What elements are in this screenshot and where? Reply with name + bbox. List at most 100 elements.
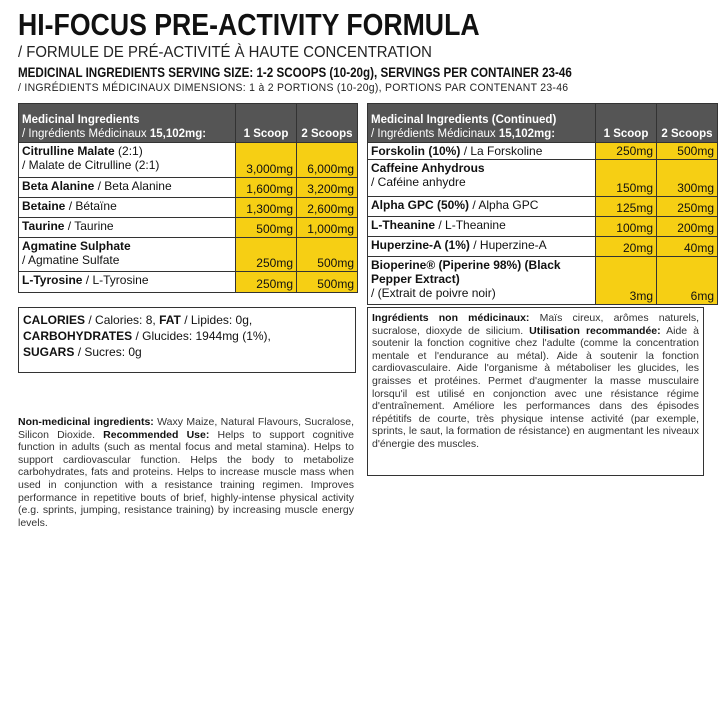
dose-1-scoop: 250mg	[235, 271, 297, 293]
header-cell: Medicinal Ingredients / Ingrédients Médi…	[18, 103, 236, 143]
dose-2-scoops: 6mg	[656, 256, 718, 305]
serving: MEDICINAL INGREDIENTS SERVING SIZE: 1-2 …	[18, 64, 572, 80]
title: HI-FOCUS PRE-ACTIVITY FORMULA	[18, 7, 480, 42]
nutrition-label: SUGARS	[23, 345, 75, 359]
header-row: Medicinal Ingredients (Continued) / Ingr…	[367, 103, 718, 143]
name: Bioperine® (Piperine 98%) (Black Pepper …	[371, 258, 561, 286]
heading-fr: / Ingrédients Médicinaux	[371, 128, 496, 140]
ingredient-name: Alpha GPC (50%) / Alpha GPC	[367, 196, 596, 217]
label: Non-medicinal ingredients:	[18, 416, 154, 428]
dose-1-scoop: 250mg	[595, 142, 657, 160]
dose-2-scoops: 1,000mg	[296, 217, 358, 238]
name-fr: / Malate de Citrulline (2:1)	[22, 158, 160, 172]
heading: Medicinal Ingredients	[22, 114, 140, 126]
ingredient-name: Beta Alanine / Beta Alanine	[18, 177, 236, 198]
ingredient-name: Bioperine® (Piperine 98%) (Black Pepper …	[367, 256, 596, 305]
ingredient-row: Betaine / Bétaïne 1,300mg 2,600mg	[18, 197, 358, 218]
dose-1-scoop: 1,300mg	[235, 197, 297, 218]
dose-1-scoop: 150mg	[595, 159, 657, 197]
header-row: Medicinal Ingredients / Ingrédients Médi…	[18, 103, 358, 143]
dose-2-scoops: 500mg	[296, 237, 358, 272]
name: Betaine	[22, 199, 66, 213]
name: Agmatine Sulphate	[22, 239, 131, 253]
ingredient-name: Caffeine Anhydrous / Caféine anhydre	[367, 159, 596, 197]
dose-1-scoop: 20mg	[595, 236, 657, 257]
nutrition-value: / Glucides: 1944mg (1%),	[135, 329, 271, 343]
name-fr: / Bétaïne	[68, 199, 117, 213]
name: Alpha GPC (50%)	[371, 198, 470, 212]
name-fr: / Caféine anhydre	[371, 175, 466, 189]
name-fr: / Alpha GPC	[472, 198, 539, 212]
name-fr: / La Forskoline	[463, 144, 543, 158]
ingredient-name: L-Theanine / L-Theanine	[367, 216, 596, 237]
text: Maïs cireux, arômes naturels, sucralose,…	[372, 312, 700, 337]
name-fr: / Taurine	[67, 219, 114, 233]
column-header: 1 Scoop	[235, 103, 297, 143]
nutrition-label: CARBOHYDRATES	[23, 329, 133, 343]
nutrition-value: / Sucres: 0g	[77, 345, 142, 359]
text: Aide à soutenir la fonction cognitive ch…	[372, 324, 699, 450]
ingredient-row: L-Tyrosine / L-Tyrosine 250mg 500mg	[18, 271, 358, 293]
text: Helps to support cognitive function in a…	[18, 428, 354, 529]
total: 15,102mg:	[149, 128, 207, 140]
column-header: 2 Scoops	[656, 103, 718, 143]
nutrition-line: CALORIES / Calories: 8, FAT / Lipides: 0…	[23, 312, 351, 328]
dose-2-scoops: 2,600mg	[296, 197, 358, 218]
name: Forskolin (10%)	[371, 144, 461, 158]
ingredient-name: L-Tyrosine / L-Tyrosine	[18, 271, 236, 293]
name-fr: / (Extrait de poivre noir)	[371, 286, 496, 300]
heading-fr: / Ingrédients Médicinaux	[22, 128, 147, 140]
dose-1-scoop: 100mg	[595, 216, 657, 237]
ingredient-row: Beta Alanine / Beta Alanine 1,600mg 3,200…	[18, 177, 358, 198]
name: Citrulline Malate	[22, 144, 115, 158]
dose-1-scoop: 3mg	[595, 256, 657, 305]
dose-1-scoop: 125mg	[595, 196, 657, 217]
dose-2-scoops: 40mg	[656, 236, 718, 257]
dose-2-scoops: 500mg	[656, 142, 718, 160]
dose-2-scoops: 500mg	[296, 271, 358, 293]
label: Utilisation recommandée:	[529, 324, 661, 337]
ingredient-row: Agmatine Sulphate / Agmatine Sulfate 250…	[18, 237, 358, 272]
dose-1-scoop: 1,600mg	[235, 177, 297, 198]
name-note: (2:1)	[118, 144, 143, 158]
ingredient-row: L-Theanine / L-Theanine 100mg 200mg	[367, 216, 718, 237]
header-cell: Medicinal Ingredients (Continued) / Ingr…	[367, 103, 596, 143]
nutrition-value: / Calories: 8,	[88, 313, 156, 327]
column-header: 2 Scoops	[296, 103, 358, 143]
label: Ingrédients non médicinaux:	[372, 312, 530, 324]
name: Huperzine-A (1%)	[371, 238, 470, 252]
dose-2-scoops: 3,200mg	[296, 177, 358, 198]
nutrition-label: FAT	[159, 313, 181, 327]
ingredient-name: Agmatine Sulphate / Agmatine Sulfate	[18, 237, 236, 272]
english-text: Non-medicinal ingredients: Waxy Maize, N…	[18, 416, 354, 529]
nutrition-value: / Lipides: 0g,	[184, 313, 253, 327]
dose-2-scoops: 300mg	[656, 159, 718, 197]
name: L-Tyrosine	[22, 273, 83, 287]
nutrition-line: CARBOHYDRATES / Glucides: 1944mg (1%),	[23, 328, 351, 344]
ingredient-row: Citrulline Malate (2:1) / Malate de Citr…	[18, 142, 358, 178]
ingredient-name: Citrulline Malate (2:1) / Malate de Citr…	[18, 142, 236, 178]
name-fr: / Huperzine-A	[473, 238, 547, 252]
ingredient-table: Medicinal Ingredients / Ingrédients Médi…	[18, 103, 358, 293]
text: Waxy Maize, Natural Flavours, Sucralose,…	[18, 416, 354, 441]
french-box: Ingrédients non médicinaux: Maïs cireux,…	[367, 307, 704, 476]
name-fr: / L-Tyrosine	[85, 273, 149, 287]
ingredient-row: Alpha GPC (50%) / Alpha GPC 125mg 250mg	[367, 196, 718, 217]
nutrition-label: CALORIES	[23, 313, 86, 327]
ingredient-row: Caffeine Anhydrous / Caféine anhydre 150…	[367, 159, 718, 197]
label: Recommended Use:	[103, 428, 210, 441]
dose-1-scoop: 250mg	[235, 237, 297, 272]
serving-fr: / INGRÉDIENTS MÉDICINAUX DIMENSIONS: 1 à…	[18, 82, 569, 94]
ingredient-row: Taurine / Taurine 500mg 1,000mg	[18, 217, 358, 238]
ingredient-table: Medicinal Ingredients (Continued) / Ingr…	[367, 103, 718, 305]
nutrition-box: CALORIES / Calories: 8, FAT / Lipides: 0…	[18, 307, 356, 373]
ingredient-name: Betaine / Bétaïne	[18, 197, 236, 218]
dose-1-scoop: 3,000mg	[235, 142, 297, 178]
column-header: 1 Scoop	[595, 103, 657, 143]
name-fr: / Beta Alanine	[97, 179, 172, 193]
name: Caffeine Anhydrous	[371, 161, 485, 175]
name: Beta Alanine	[22, 179, 95, 193]
name-fr: / Agmatine Sulfate	[22, 253, 120, 267]
name: Taurine	[22, 219, 65, 233]
